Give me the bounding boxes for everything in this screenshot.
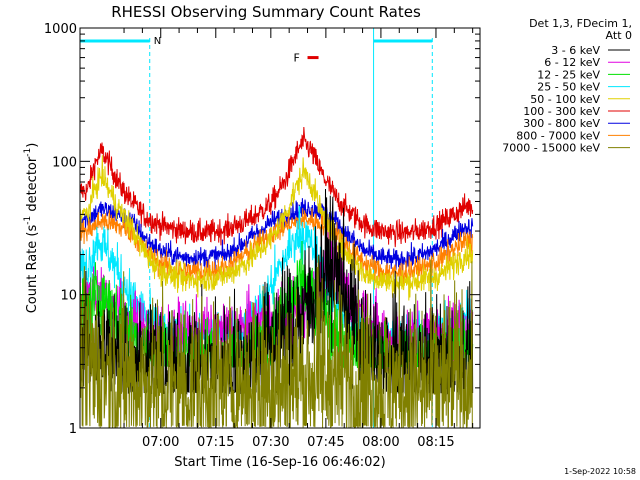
- y-tick-label-0: 1: [69, 422, 77, 437]
- x-tick-label-2: 07:30: [252, 435, 289, 450]
- legend-label-6: 300 - 800 keV: [523, 117, 600, 130]
- legend-header-detectors: Det 1,3, FDecim 1,: [529, 17, 632, 30]
- legend-label-4: 50 - 100 keV: [530, 93, 600, 106]
- y-axis-label: Count Rate (s-1 detector-1): [23, 143, 40, 314]
- x-tick-label-0: 07:00: [142, 435, 179, 450]
- x-tick-label-5: 08:15: [417, 435, 454, 450]
- x-axis-label: Start Time (16-Sep-16 06:46:02): [174, 455, 385, 470]
- y-tick-label-1: 10: [60, 289, 77, 304]
- x-tick-label-3: 07:45: [307, 435, 344, 450]
- y-tick-label-2: 100: [52, 155, 77, 170]
- x-tick-label-4: 08:00: [362, 435, 399, 450]
- legend-label-1: 6 - 12 keV: [544, 56, 600, 69]
- y-axis-label-part2: detector: [25, 156, 40, 216]
- flare-label: F: [294, 52, 300, 65]
- legend-label-2: 12 - 25 keV: [537, 68, 600, 81]
- chart-title: RHESSI Observing Summary Count Rates: [111, 3, 421, 21]
- series-line-1: [79, 198, 474, 273]
- night-label-0: N: [154, 36, 161, 47]
- legend-label-0: 3 - 6 keV: [551, 44, 600, 57]
- series-layer: [79, 126, 474, 430]
- y-axis-label-part3: ): [25, 143, 40, 148]
- series-line-3: [79, 155, 474, 301]
- legend-label-5: 100 - 300 keV: [523, 105, 600, 118]
- legend-label-3: 25 - 50 keV: [537, 81, 600, 94]
- y-axis-label-sup1: -1: [23, 216, 33, 225]
- y-axis-label-sup2: -1: [23, 148, 33, 157]
- flare-marker: F: [294, 52, 319, 65]
- legend-label-7: 800 - 7000 keV: [516, 129, 600, 142]
- legend-label-8: 7000 - 15000 keV: [502, 142, 600, 155]
- series-line-0: [79, 126, 474, 248]
- x-tick-label-1: 07:15: [197, 435, 234, 450]
- axis-layer: 07:00 07:15 07:30 07:45 08:00 08:15 1 10 100 1000: [44, 22, 480, 450]
- y-axis-label-part1: Count Rate (s: [25, 225, 40, 314]
- plot-frame: [79, 27, 481, 429]
- y-tick-label-3: 1000: [44, 22, 77, 37]
- legend-header-attenuator: Att 0: [606, 29, 632, 42]
- series-line-8: [79, 255, 474, 430]
- timestamp: 1-Sep-2022 10:58: [564, 467, 636, 476]
